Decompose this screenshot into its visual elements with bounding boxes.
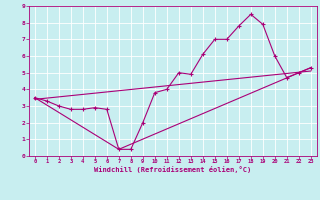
X-axis label: Windchill (Refroidissement éolien,°C): Windchill (Refroidissement éolien,°C) <box>94 166 252 173</box>
